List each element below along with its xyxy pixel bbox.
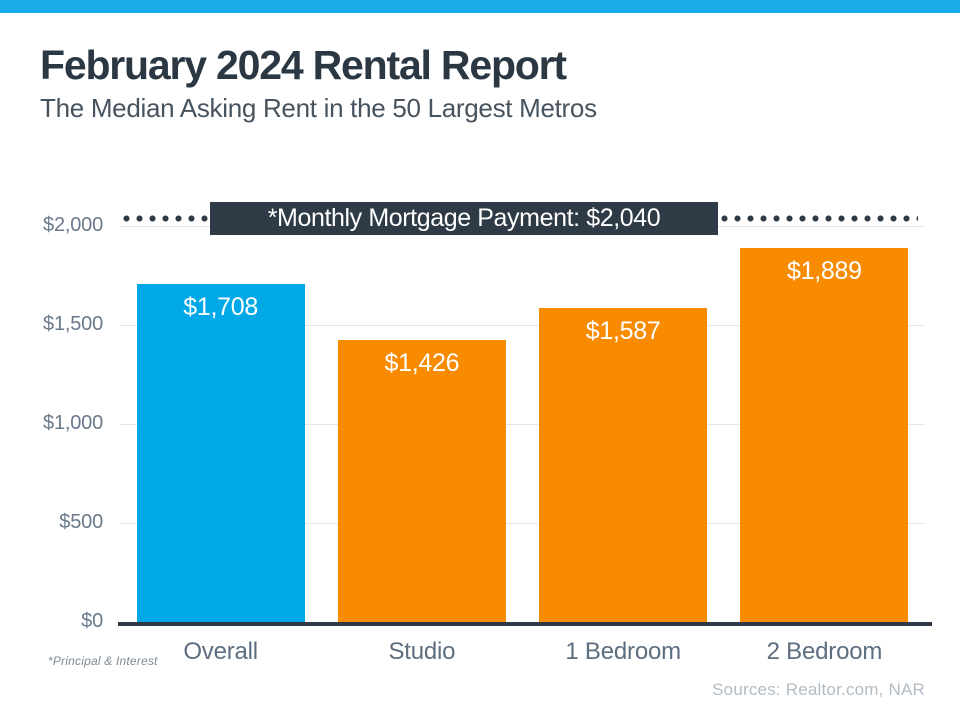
bar-studio: $1,426 — [337, 339, 506, 622]
y-axis-tick-500: $500 — [59, 511, 103, 533]
bar-1-bedroom: $1,587 — [539, 307, 708, 622]
bar-value-label-2-bedroom: $1,889 — [787, 256, 862, 285]
category-label-studio: Studio — [388, 638, 456, 665]
bar-overall: $1,708 — [136, 283, 305, 622]
category-label-1-bedroom: 1 Bedroom — [565, 638, 681, 665]
footnote-principal-interest: *Principal & Interest — [48, 654, 158, 668]
category-label-overall: Overall — [183, 638, 258, 665]
bar-value-label-overall: $1,708 — [183, 292, 258, 321]
category-label-2-bedroom: 2 Bedroom — [766, 638, 883, 665]
gridline-500 — [120, 522, 925, 524]
mortgage-payment-label: *Monthly Mortgage Payment: $2,040 — [210, 201, 718, 235]
sources-note: Sources: Realtor.com, NAR — [712, 680, 925, 699]
y-axis-tick-2000: $2,000 — [43, 214, 103, 236]
y-axis-tick-1000: $1,000 — [43, 412, 103, 434]
gridline-1000 — [120, 423, 925, 425]
page-subtitle: The Median Asking Rent in the 50 Largest… — [40, 93, 597, 123]
y-axis-tick-1500: $1,500 — [43, 313, 103, 335]
bar-value-label-1-bedroom: $1,587 — [585, 316, 661, 345]
y-axis-tick-0: $0 — [81, 610, 103, 632]
bar-2-bedroom: $1,889 — [740, 247, 909, 622]
top-accent-bar — [0, 0, 960, 13]
bar-value-label-studio: $1,426 — [384, 348, 460, 377]
x-axis-line — [118, 622, 932, 626]
gridline-1500 — [120, 324, 925, 326]
page-title: February 2024 Rental Report — [40, 42, 567, 88]
